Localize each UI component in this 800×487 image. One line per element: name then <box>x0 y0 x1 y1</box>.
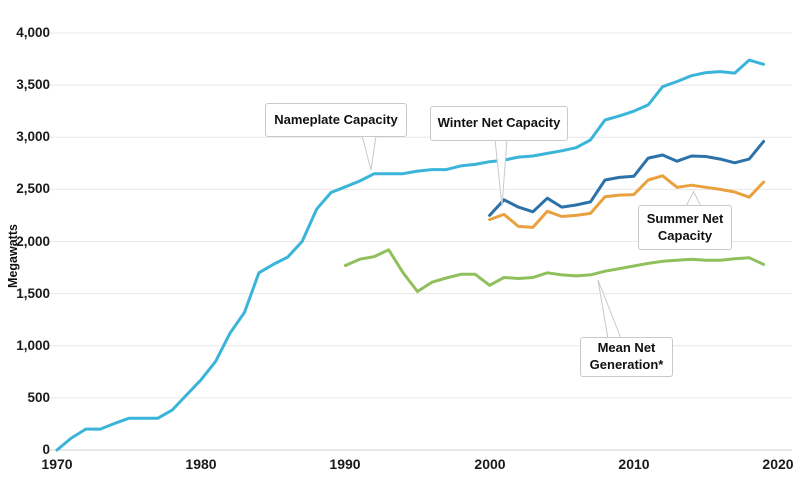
series-line-nameplate-capacity <box>55 58 766 452</box>
annotation-winter-net-capacity: Winter Net Capacity <box>430 106 568 141</box>
annotation-summer-net-capacity: Summer Net Capacity <box>638 205 732 250</box>
y-tick-label-2500: 2,500 <box>16 181 50 196</box>
y-axis-title: Megawatts <box>6 224 20 288</box>
annotation-nameplate-capacity-label: Nameplate Capacity <box>274 111 398 127</box>
series-line-winter-net-capacity <box>488 139 766 217</box>
annotation-mean-net-generation-label: Mean Net Generation* <box>589 340 664 372</box>
y-tick-label-3500: 3,500 <box>16 77 50 92</box>
x-tick-label-2000: 2000 <box>474 456 506 472</box>
annotation-summer-net-capacity-label: Summer Net Capacity <box>646 210 724 243</box>
y-tick-label-1000: 1,000 <box>16 338 50 353</box>
annotation-winter-net-capacity-label: Winter Net Capacity <box>437 115 561 131</box>
series-line-mean-net-generation <box>343 248 766 293</box>
y-tick-label-4000: 4,000 <box>16 25 50 40</box>
annotation-mean-net-generation: Mean Net Generation* <box>580 337 673 377</box>
annotation-nameplate-capacity: Nameplate Capacity <box>265 103 407 137</box>
x-tick-label-1980: 1980 <box>185 456 217 472</box>
x-tick-label-1970: 1970 <box>41 456 73 472</box>
y-tick-label-3000: 3,000 <box>16 129 50 144</box>
y-tick-label-1500: 1,500 <box>16 286 50 301</box>
x-tick-label-1990: 1990 <box>329 456 361 472</box>
x-tick-label-2020: 2020 <box>762 456 794 472</box>
y-tick-label-500: 500 <box>27 390 50 405</box>
y-tick-label-2000: 2,000 <box>16 234 50 249</box>
series-line-summer-net-capacity <box>488 174 766 229</box>
x-tick-label-2010: 2010 <box>618 456 650 472</box>
y-tick-label-0: 0 <box>42 442 50 457</box>
